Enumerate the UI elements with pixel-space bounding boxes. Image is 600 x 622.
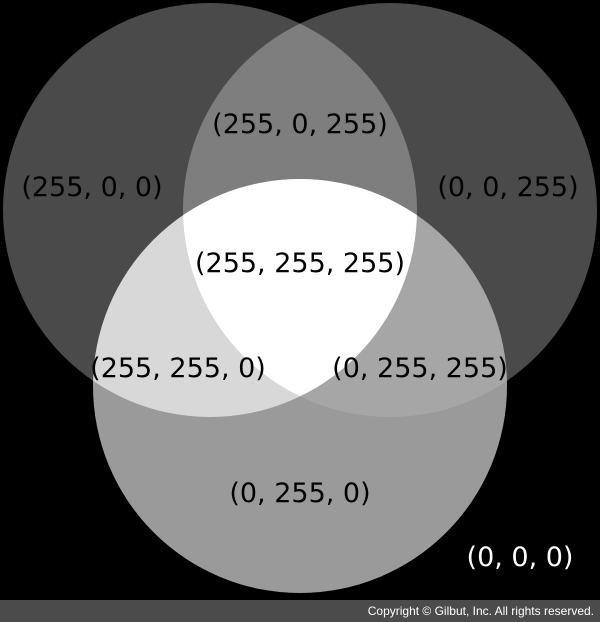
label-green-blue: (0, 255, 255): [332, 353, 508, 384]
copyright-footer: Copyright © Gilbut, Inc. All rights rese…: [0, 600, 600, 622]
center-overlap: [183, 179, 417, 417]
venn-diagram: (255, 0, 0) (255, 0, 255) (0, 0, 255) (2…: [0, 0, 600, 600]
copyright-text: Copyright © Gilbut, Inc. All rights rese…: [367, 604, 594, 618]
label-red-only: (255, 0, 0): [21, 172, 162, 203]
label-all-three: (255, 255, 255): [195, 248, 405, 279]
label-red-blue: (255, 0, 255): [212, 109, 388, 140]
label-red-green: (255, 255, 0): [90, 353, 266, 384]
label-background: (0, 0, 0): [467, 542, 574, 573]
label-green-only: (0, 255, 0): [229, 478, 370, 509]
label-blue-only: (0, 0, 255): [437, 172, 578, 203]
venn-diagram-frame: (255, 0, 0) (255, 0, 255) (0, 0, 255) (2…: [0, 0, 600, 600]
